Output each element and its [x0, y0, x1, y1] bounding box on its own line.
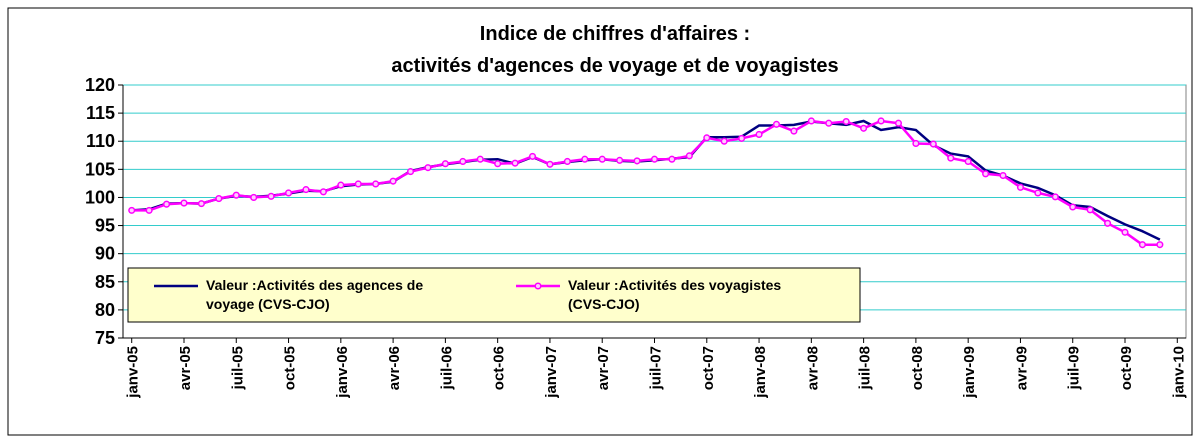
series-marker: [947, 154, 955, 162]
series-marker: [563, 157, 571, 166]
x-tick-label: oct-05: [282, 346, 299, 390]
series-marker: [337, 181, 345, 189]
series-marker: [145, 206, 153, 214]
series-marker: [1034, 189, 1042, 197]
x-tick-label: juil-05: [229, 346, 246, 390]
series-marker: [372, 180, 380, 188]
series-marker: [528, 152, 537, 160]
y-tick-label: 95: [95, 216, 115, 236]
series-marker: [685, 152, 693, 160]
y-tick-label: 100: [85, 187, 115, 207]
series-marker: [964, 157, 972, 166]
series-marker: [546, 160, 554, 168]
y-tick-label: 110: [86, 131, 115, 151]
series-marker: [476, 155, 484, 163]
series-marker: [1069, 203, 1077, 211]
series-marker: [703, 134, 711, 142]
series-marker: [215, 195, 223, 203]
x-tick-label: juil-07: [648, 346, 665, 390]
series-marker: [598, 155, 606, 163]
series-marker: [1086, 206, 1094, 214]
series-marker: [650, 155, 659, 163]
x-tick-label: avr-07: [595, 346, 612, 390]
series-marker: [267, 192, 275, 200]
x-tick-label: janv-08: [752, 346, 769, 399]
series-marker: [581, 155, 589, 163]
series-marker: [877, 117, 885, 125]
x-tick-label: avr-09: [1013, 346, 1030, 390]
chart-subtitle: activités d'agences de voyage et de voya…: [391, 55, 838, 77]
x-tick-label: avr-06: [386, 346, 403, 390]
y-tick-label: 90: [95, 244, 115, 264]
series-marker: [354, 180, 362, 188]
legend-box: [127, 267, 861, 323]
series-marker: [1051, 193, 1059, 201]
x-tick-label: oct-07: [700, 346, 717, 390]
legend-label: Valeur :Activités des voyagistes (CVS-CJ…: [568, 277, 782, 312]
legend-label: Valeur :Activités des agences de voyage …: [206, 277, 424, 312]
series-marker: [197, 200, 205, 208]
series-marker: [755, 130, 763, 139]
x-tick-label: janv-07: [543, 346, 560, 399]
series-marker: [163, 200, 171, 208]
series-marker: [494, 160, 502, 168]
series-marker: [616, 156, 624, 164]
series-marker: [894, 119, 903, 127]
y-tick-label: 115: [86, 103, 115, 123]
series-marker: [720, 137, 728, 145]
series-marker: [406, 168, 415, 176]
x-tick-label: oct-08: [909, 346, 926, 390]
series-marker: [128, 206, 136, 214]
x-tick-label: oct-06: [491, 346, 508, 390]
series-marker: [459, 157, 467, 166]
series-marker: [929, 140, 937, 148]
x-tick-label: janv-10: [1170, 346, 1187, 399]
legend-marker: [534, 282, 542, 290]
series-marker: [389, 177, 397, 185]
series-marker: [790, 127, 798, 135]
chart-title: Indice de chiffres d'affaires :: [480, 23, 750, 45]
x-tick-label: avr-08: [804, 346, 821, 390]
x-tick-label: juil-06: [438, 346, 455, 390]
y-tick-label: 85: [95, 272, 115, 292]
y-tick-label: 120: [85, 75, 115, 95]
series-marker: [982, 170, 990, 178]
series-marker: [738, 134, 746, 142]
series-marker: [1138, 241, 1146, 249]
series-marker: [424, 164, 432, 172]
series-marker: [302, 186, 310, 194]
y-tick-label: 105: [85, 159, 115, 179]
x-tick-label: janv-09: [961, 346, 978, 399]
series-marker: [633, 157, 641, 165]
x-tick-label: janv-06: [334, 346, 351, 399]
series-marker: [284, 189, 293, 197]
series-marker: [441, 160, 449, 168]
series-marker: [1156, 241, 1164, 249]
x-tick-label: avr-05: [177, 346, 194, 390]
series-marker: [1016, 183, 1025, 191]
x-tick-label: janv-05: [125, 346, 142, 399]
x-tick-label: oct-09: [1118, 346, 1135, 390]
series-marker: [807, 117, 815, 125]
series-marker: [232, 191, 240, 199]
y-tick-label: 80: [95, 300, 115, 320]
series-marker: [180, 199, 188, 207]
series-marker: [250, 193, 258, 201]
series-marker: [842, 117, 850, 126]
x-tick-label: juil-09: [1066, 346, 1083, 390]
series-marker: [319, 188, 327, 196]
series-marker: [1121, 228, 1129, 236]
series-marker: [860, 124, 868, 132]
series-marker: [912, 139, 920, 148]
y-tick-label: 75: [95, 328, 115, 348]
series-marker: [511, 159, 519, 167]
x-tick-label: juil-08: [857, 346, 874, 390]
series-marker: [1104, 219, 1112, 227]
series-marker: [668, 155, 676, 163]
series-marker: [825, 119, 833, 127]
series-marker: [772, 120, 781, 128]
series-marker: [999, 171, 1007, 180]
